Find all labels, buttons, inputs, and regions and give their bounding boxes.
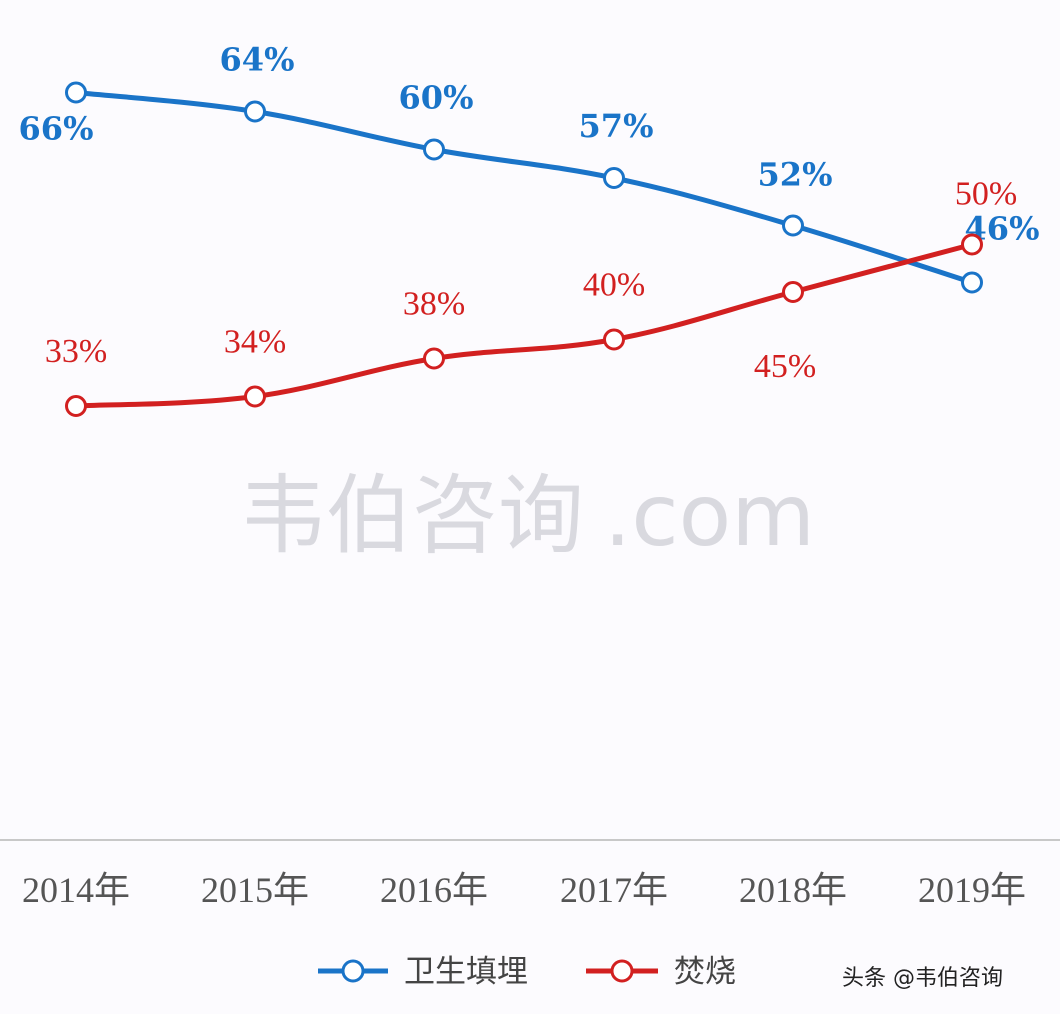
data-point-incineration[interactable] (603, 328, 625, 351)
data-point-landfill[interactable] (244, 100, 266, 123)
data-point-landfill[interactable] (961, 271, 983, 294)
x-tick-label: 2018年 (739, 870, 847, 910)
data-point-incineration[interactable] (782, 281, 804, 303)
data-label-landfill: 52% (758, 156, 833, 194)
legend-marker-incineration (610, 959, 634, 983)
data-point-landfill[interactable] (603, 167, 625, 189)
data-point-landfill[interactable] (423, 138, 445, 161)
legend-label-incineration: 焚烧 (674, 954, 736, 990)
watermark: 韦伯咨询 .com (240, 466, 815, 566)
x-axis-ticks: 2014年 2015年 2016年 2017年 2018年 2019年 (22, 870, 1026, 910)
data-point-incineration[interactable] (244, 385, 266, 408)
data-label-incineration: 33% (45, 333, 107, 370)
data-label-incineration: 40% (583, 267, 645, 304)
data-point-landfill[interactable] (782, 214, 804, 237)
x-tick-label: 2016年 (380, 870, 488, 910)
series-line-incineration (73, 242, 975, 409)
legend-marker-landfill (341, 959, 365, 983)
x-tick-label: 2015年 (201, 870, 309, 910)
x-tick-label: 2014年 (22, 870, 130, 910)
x-tick-label: 2017年 (560, 870, 668, 910)
data-label-landfill: 66% (19, 110, 94, 148)
data-label-incineration: 50% (955, 176, 1017, 213)
x-tick-label: 2019年 (918, 870, 1026, 910)
data-label-incineration: 45% (754, 348, 816, 385)
legend-item-incineration[interactable]: 焚烧 (586, 954, 736, 990)
data-point-incineration[interactable] (423, 347, 445, 370)
data-label-landfill: 64% (220, 41, 295, 79)
data-point-incineration[interactable] (65, 395, 87, 417)
watermark-text: 韦伯咨询 (240, 466, 584, 566)
data-point-landfill[interactable] (65, 81, 87, 104)
legend: 卫生填埋 焚烧 (318, 954, 736, 990)
series-layer: 66%64%60%57%52%46%33% 34%38%40%45%50% (19, 41, 1039, 417)
watermark-suffix: .com (604, 466, 815, 566)
data-label-incineration: 34% (224, 324, 286, 361)
data-label-landfill: 60% (399, 79, 474, 117)
legend-label-landfill: 卫生填埋 (404, 954, 528, 990)
data-point-incineration[interactable] (961, 233, 983, 256)
legend-item-landfill[interactable]: 卫生填埋 (318, 954, 528, 990)
series-line-landfill (73, 90, 975, 285)
data-label-incineration: 38% (403, 286, 465, 323)
source-credit: 头条 @韦伯咨询 (842, 966, 1003, 991)
data-label-landfill: 57% (579, 107, 654, 145)
